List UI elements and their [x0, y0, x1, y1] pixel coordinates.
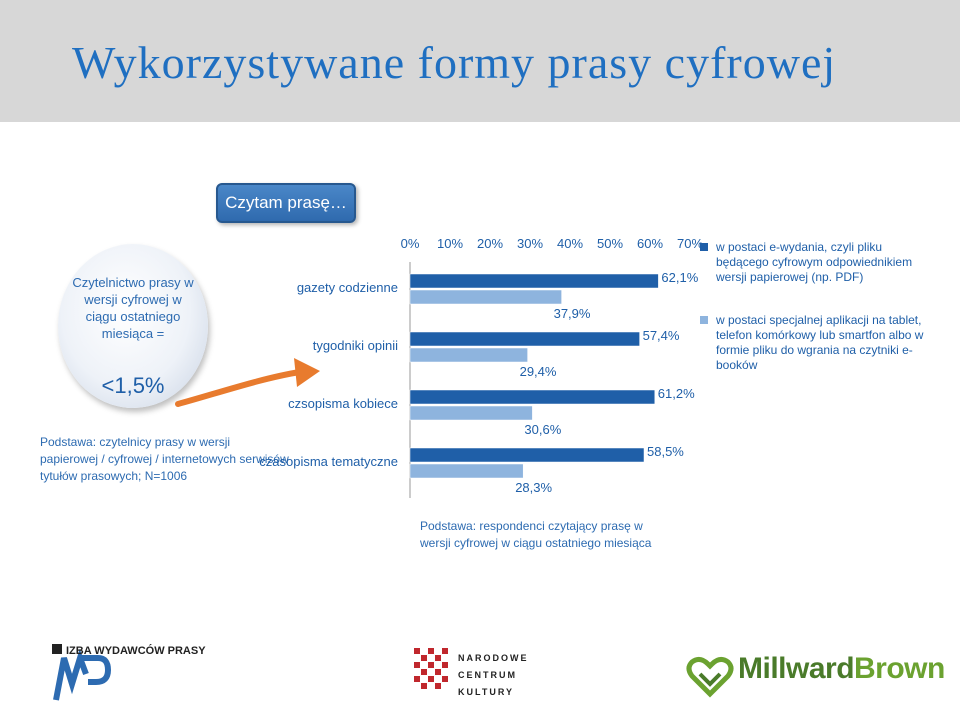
legend-swatch	[700, 243, 708, 251]
nck-logo-icon	[414, 648, 448, 689]
nck-line: CENTRUM	[458, 670, 517, 680]
x-tick-label: 0%	[401, 236, 420, 251]
x-tick-label: 70%	[677, 236, 703, 251]
bar	[409, 331, 640, 347]
category-label: czsopisma kobiece	[288, 396, 398, 411]
czytam-prase-box: Czytam prasę…	[216, 183, 356, 223]
category-label: czasopisma tematyczne	[259, 454, 398, 469]
bar	[409, 347, 528, 363]
bar	[409, 273, 659, 289]
data-label: 30,6%	[524, 422, 561, 437]
x-tick-label: 10%	[437, 236, 463, 251]
legend-swatch	[700, 316, 708, 324]
millward-brown-logo-text: MillwardBrown	[738, 652, 945, 686]
bar	[409, 405, 533, 421]
data-label: 61,2%	[658, 386, 695, 401]
bar	[409, 463, 524, 479]
x-tick-label: 50%	[597, 236, 623, 251]
page-title: Wykorzystywane formy prasy cyfrowej	[72, 37, 837, 88]
data-label: 29,4%	[520, 364, 557, 379]
bar	[409, 289, 562, 305]
nck-logo-text: NARODOWE CENTRUM KULTURY	[458, 650, 528, 701]
data-label: 28,3%	[515, 480, 552, 495]
izba-logo-icon	[52, 644, 112, 701]
izba-logo-text: IZBA WYDAWCÓW PRASY	[66, 645, 206, 657]
nck-line: KULTURY	[458, 687, 514, 697]
x-tick-label: 30%	[517, 236, 543, 251]
data-label: 57,4%	[643, 328, 680, 343]
data-label: 37,9%	[554, 306, 591, 321]
category-label: gazety codzienne	[297, 280, 398, 295]
data-label: 58,5%	[647, 444, 684, 459]
x-tick-label: 20%	[477, 236, 503, 251]
x-tick-label: 40%	[557, 236, 583, 251]
mb-text-part1: Millward	[738, 652, 855, 685]
readership-text: Czytelnictwo prasy w wersji cyfrowej w c…	[72, 275, 194, 341]
basis-bottom: Podstawa: respondenci czytający prasę w …	[420, 519, 652, 550]
x-tick-label: 60%	[637, 236, 663, 251]
bar	[409, 447, 645, 463]
nck-line: NARODOWE	[458, 653, 529, 663]
mb-text-part2: Brown	[854, 652, 945, 685]
bar	[409, 389, 656, 405]
legend-label: w postaci e-wydania, czyli pliku będąceg…	[716, 240, 913, 284]
title-bar	[0, 0, 960, 122]
basis-left: Podstawa: czytelnicy prasy w wersji papi…	[40, 435, 289, 483]
readership-value: <1,5%	[101, 373, 165, 398]
category-label: tygodniki opinii	[313, 338, 398, 353]
legend-label: w postaci specjalnej aplikacji na tablet…	[716, 313, 924, 372]
millward-brown-heart-icon	[686, 656, 734, 698]
data-label: 62,1%	[661, 270, 698, 285]
